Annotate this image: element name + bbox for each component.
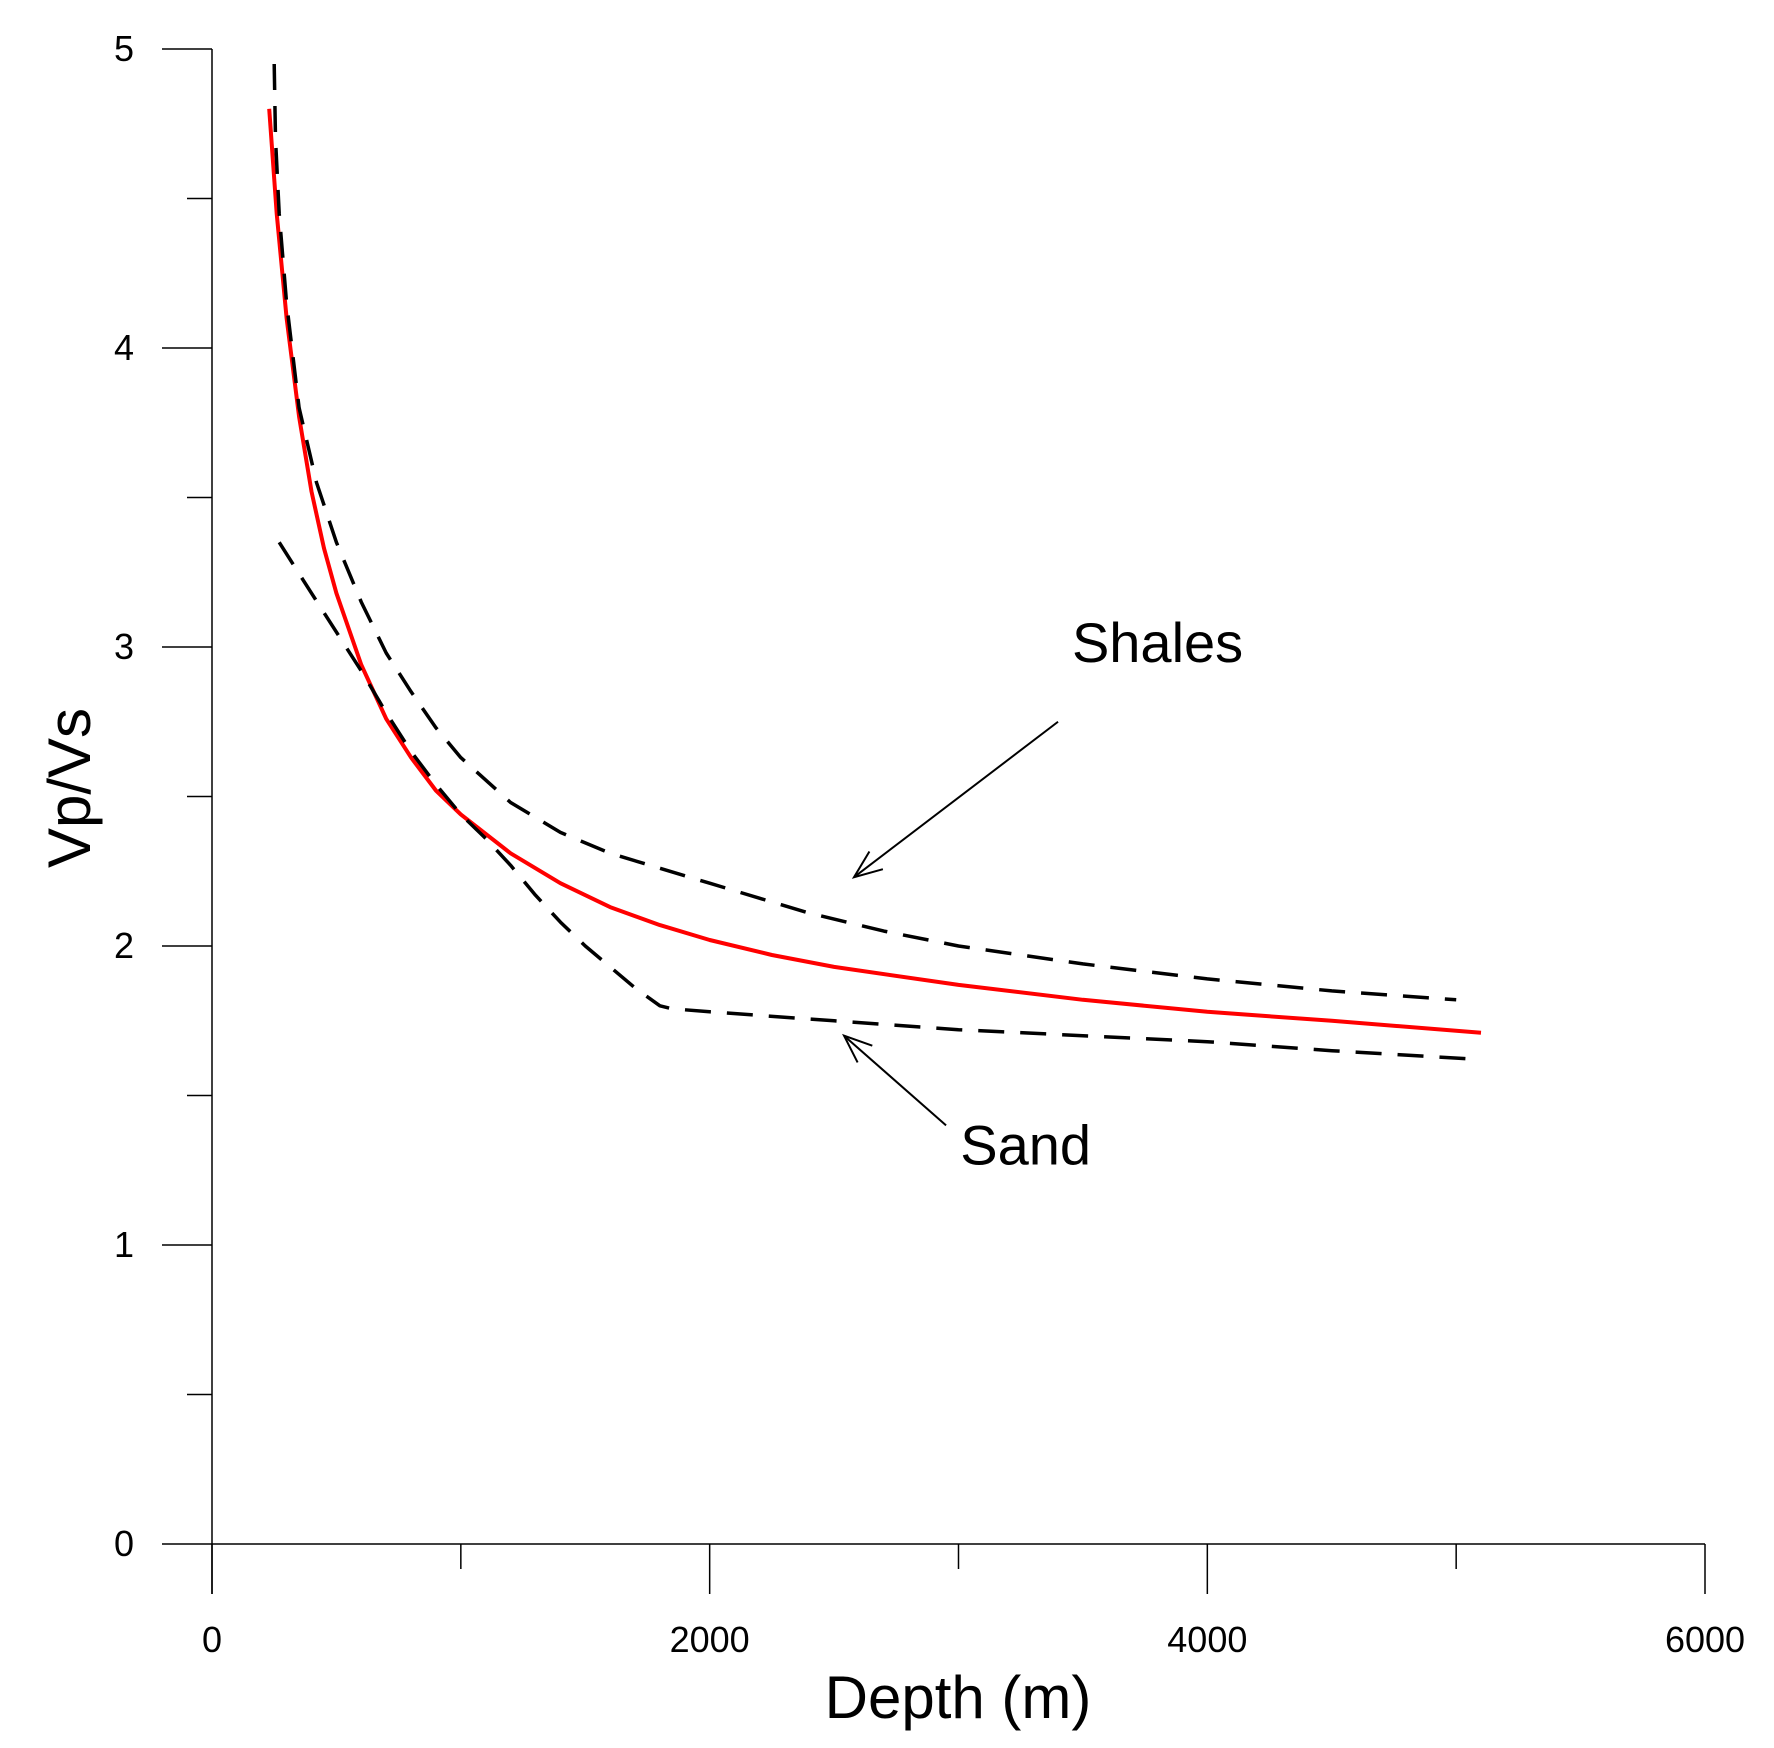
y-tick-label: 4: [114, 327, 134, 368]
y-tick-label: 5: [114, 28, 134, 69]
x-tick-label: 2000: [670, 1619, 750, 1660]
series-layer: [267, 63, 1482, 1062]
annotation-label-sand: Sand: [960, 1113, 1091, 1176]
tick-label-layer: 0 1 2 3 4 5 0 2000 4000 6000: [114, 28, 1745, 1660]
series-line-3: [277, 541, 1482, 1062]
y-tick-label: 1: [114, 1224, 134, 1265]
y-tick-label: 2: [114, 925, 134, 966]
annotation-arrowhead: [851, 850, 884, 879]
annotation-layer: Shales Sand: [842, 611, 1243, 1176]
y-axis-title: Vp/Vs: [36, 708, 103, 868]
annotation-arrow-line: [843, 1034, 947, 1127]
annotation-label-shales: Shales: [1072, 611, 1243, 674]
y-tick-label: 0: [114, 1523, 134, 1564]
series-line-2: [272, 63, 1457, 1002]
y-tick-label: 3: [114, 626, 134, 667]
x-tick-label: 6000: [1665, 1619, 1745, 1660]
x-axis-title: Depth (m): [825, 1664, 1092, 1731]
annotation-arrowhead: [842, 1033, 873, 1063]
axes: [162, 48, 1706, 1594]
x-tick-label: 0: [202, 1619, 222, 1660]
series-line-1: [267, 108, 1482, 1035]
x-tick-label: 4000: [1167, 1619, 1247, 1660]
annotation-arrow-line: [853, 720, 1059, 879]
